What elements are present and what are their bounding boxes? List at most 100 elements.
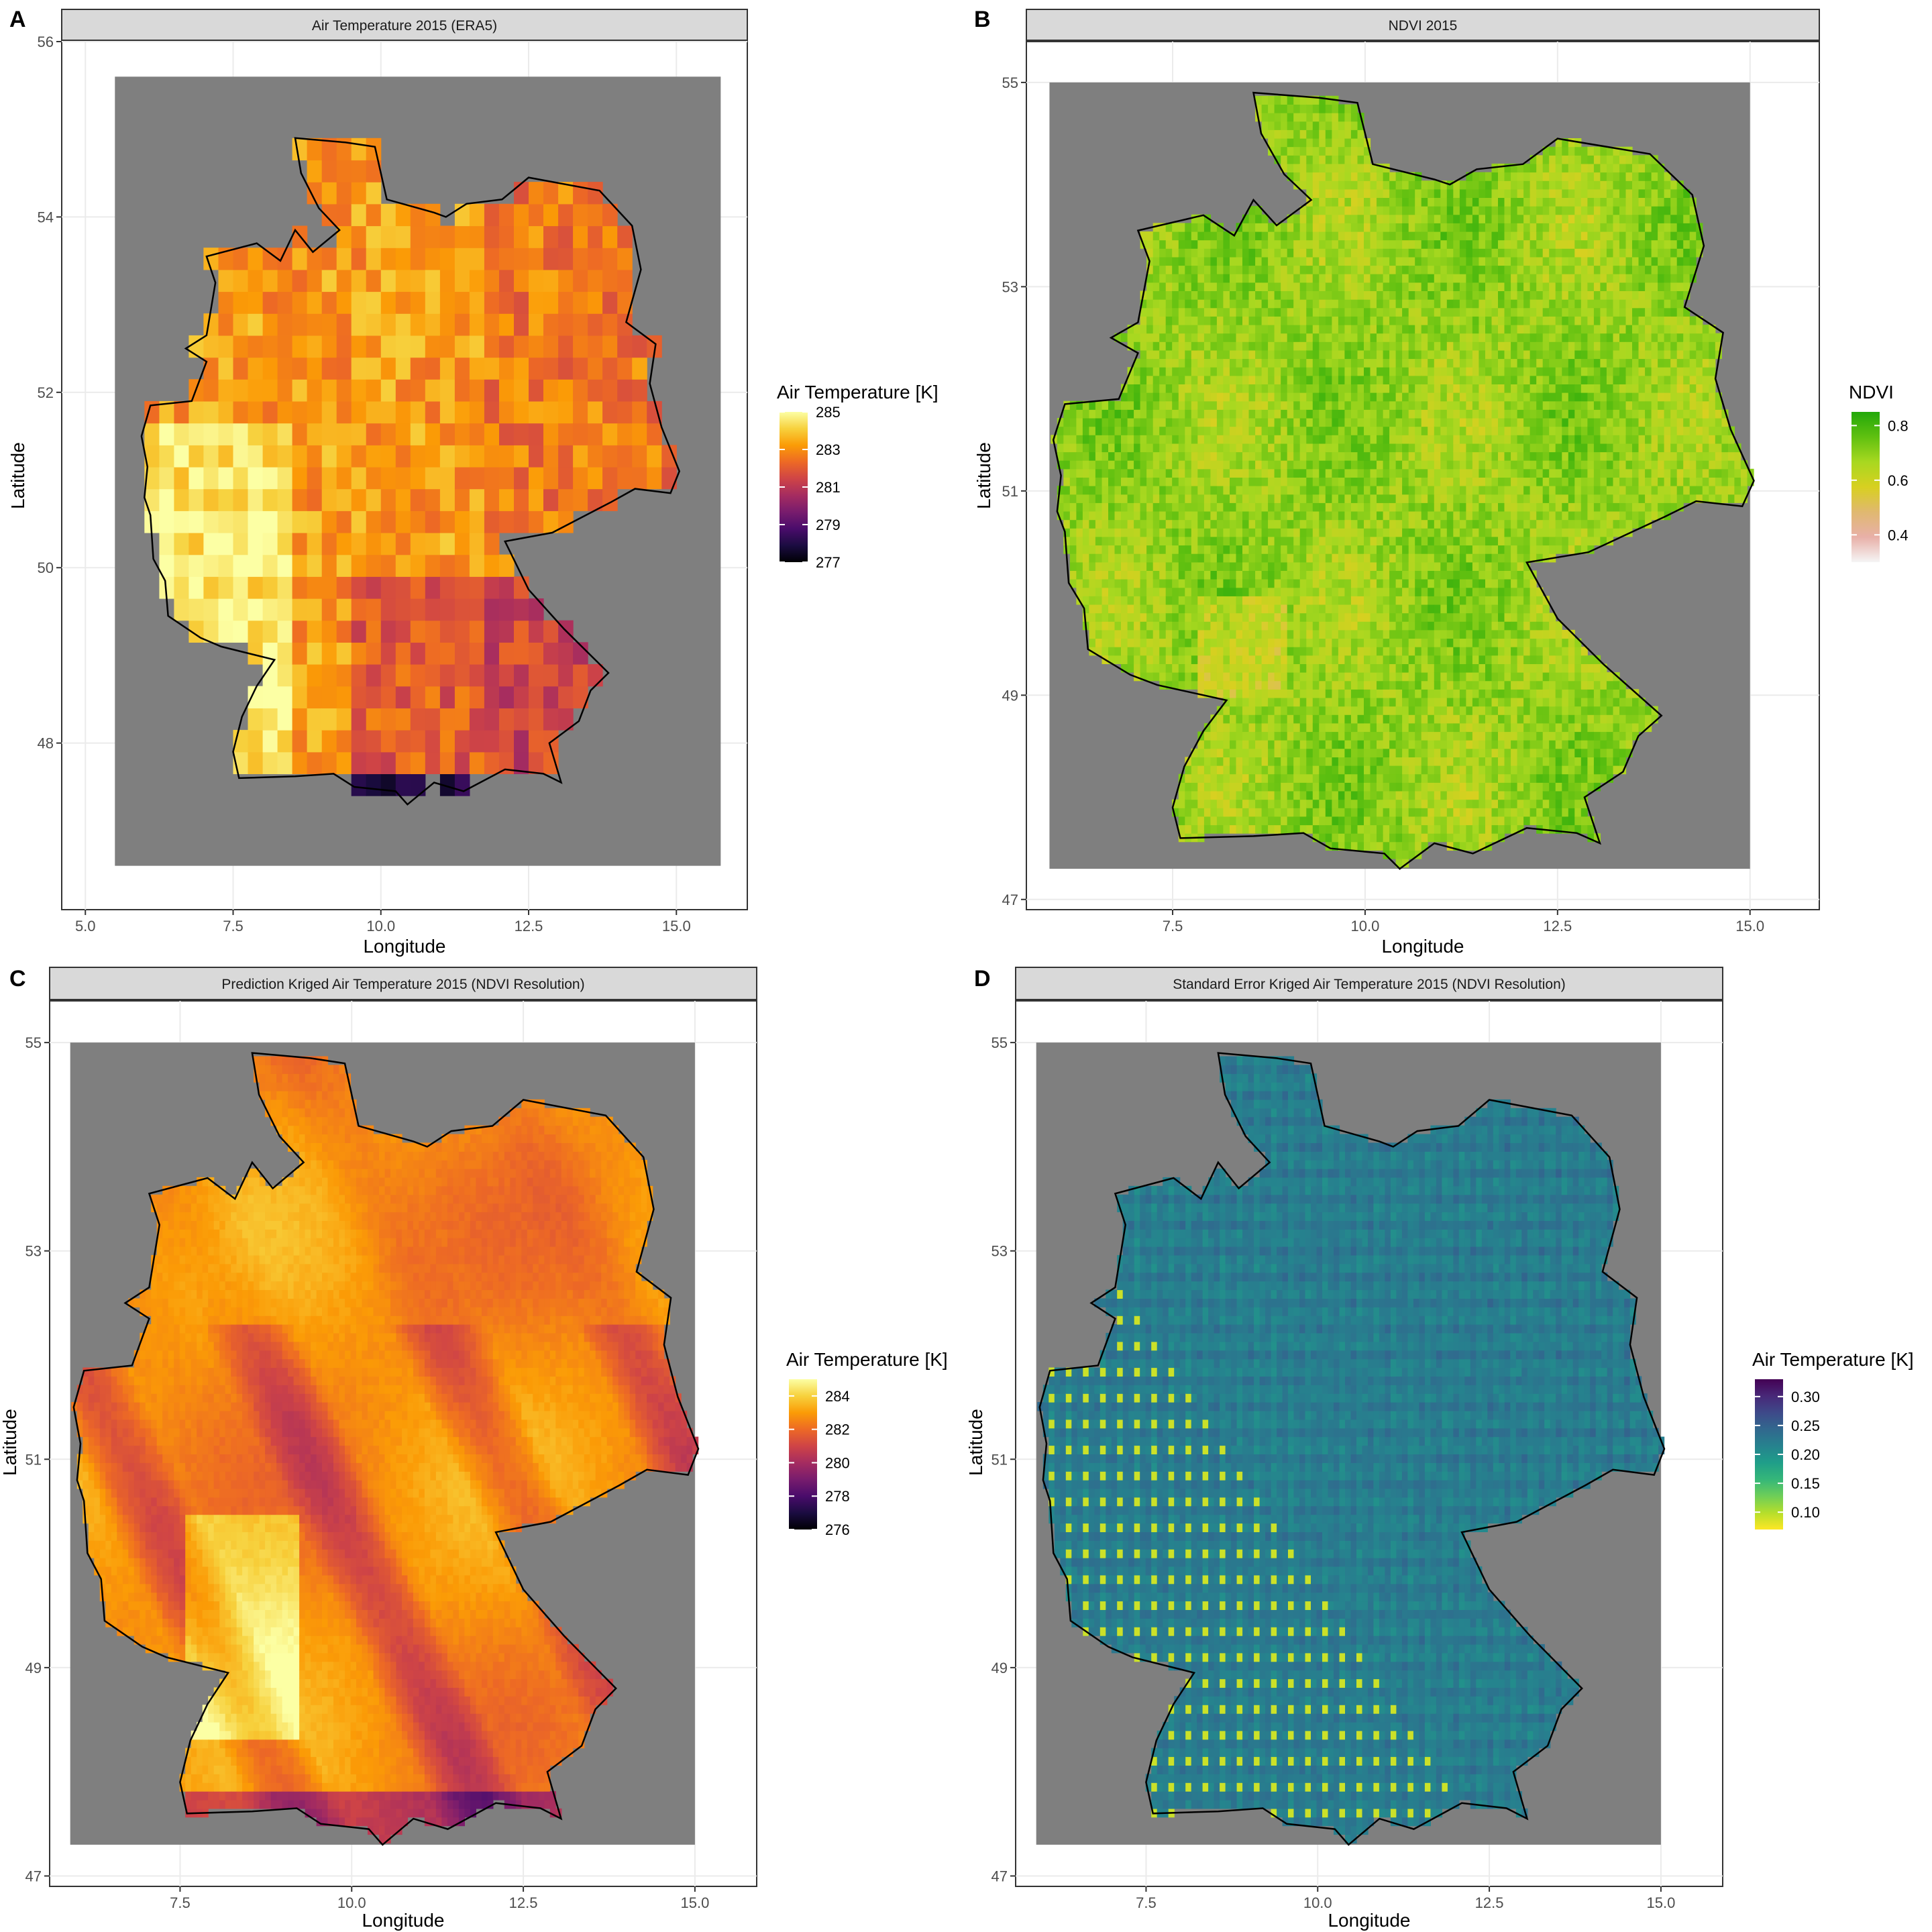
raster-cell <box>1428 757 1435 766</box>
raster-cell <box>1344 333 1352 342</box>
raster-cell <box>1299 663 1307 673</box>
raster-cell <box>1261 231 1269 241</box>
raster-cell <box>514 313 529 336</box>
raster-cell <box>1178 443 1185 453</box>
raster-cell <box>1076 451 1083 461</box>
raster-cell <box>1261 596 1269 605</box>
raster-cell <box>1069 409 1077 419</box>
raster-cell <box>1453 782 1460 792</box>
raster-cell <box>1274 333 1281 342</box>
raster-cell <box>1255 400 1263 410</box>
raster-cell <box>1370 290 1377 300</box>
raster-cell <box>514 423 529 445</box>
raster-cell <box>1281 341 1288 351</box>
raster-cell <box>1191 579 1198 588</box>
raster-cell <box>1159 307 1167 317</box>
raster-cell <box>1389 816 1397 826</box>
raster-cell <box>1325 206 1332 215</box>
raster-cell <box>1415 400 1422 410</box>
raster-cell <box>1350 468 1358 478</box>
raster-cell <box>1415 621 1422 631</box>
raster-cell <box>1357 443 1364 453</box>
raster-cell <box>1370 172 1377 181</box>
raster-cell <box>1408 486 1415 495</box>
raster-cell <box>602 335 618 358</box>
raster-cell <box>1185 451 1192 461</box>
raster-cell <box>1185 528 1192 537</box>
raster-cell <box>1293 638 1301 647</box>
raster-cell <box>1306 129 1313 139</box>
raster-cell <box>1127 486 1134 495</box>
raster-cell <box>351 598 367 621</box>
raster-cell <box>1364 680 1371 690</box>
raster-cell <box>1197 502 1205 512</box>
raster-cell <box>1268 731 1275 741</box>
raster-cell <box>1230 400 1237 410</box>
raster-cell <box>1446 545 1454 554</box>
raster-cell <box>1299 451 1307 461</box>
raster-cell <box>1434 553 1441 563</box>
raster-cell <box>1223 612 1230 622</box>
raster-cell <box>1312 189 1320 198</box>
raster-cell <box>514 598 529 621</box>
raster-cell <box>1293 299 1301 309</box>
raster-cell <box>1402 197 1409 207</box>
raster-cell <box>1152 561 1160 571</box>
raster-cell <box>1299 367 1307 376</box>
raster-cell <box>1415 519 1422 529</box>
raster-cell <box>1395 833 1403 843</box>
raster-cell <box>1185 290 1192 300</box>
raster-cell <box>1395 316 1403 325</box>
raster-cell <box>1197 638 1205 647</box>
raster-cell <box>1389 655 1397 664</box>
raster-cell <box>1377 163 1384 173</box>
raster-cell <box>1281 146 1288 156</box>
raster-cell <box>1223 494 1230 503</box>
raster-cell <box>573 248 588 270</box>
raster-cell <box>1165 528 1173 537</box>
raster-cell <box>1178 528 1185 537</box>
raster-cell <box>1274 451 1281 461</box>
raster-cell <box>1408 265 1415 274</box>
raster-cell <box>380 379 396 402</box>
raster-cell <box>1434 502 1441 512</box>
raster-cell <box>1261 782 1269 792</box>
raster-cell <box>1408 231 1415 241</box>
raster-cell <box>1306 604 1313 614</box>
raster-cell <box>1268 561 1275 571</box>
raster-cell <box>558 335 574 358</box>
raster-cell <box>351 182 367 205</box>
raster-cell <box>1165 325 1173 334</box>
raster-cell <box>1268 765 1275 775</box>
raster-cell <box>1402 570 1409 580</box>
raster-cell <box>1306 121 1313 130</box>
raster-cell <box>1236 400 1243 410</box>
raster-cell <box>1134 468 1141 478</box>
raster-cell <box>484 730 500 753</box>
raster-cell <box>1319 740 1326 749</box>
raster-cell <box>1281 325 1288 334</box>
raster-cell <box>1453 655 1460 664</box>
legend-tick-label: 281 <box>816 479 841 496</box>
raster-cell <box>248 576 264 599</box>
raster-cell <box>1210 553 1218 563</box>
raster-cell <box>1121 553 1128 563</box>
raster-cell <box>1236 663 1243 673</box>
raster-cell <box>1319 502 1326 512</box>
raster-cell <box>1332 621 1339 631</box>
raster-cell <box>1287 214 1294 223</box>
raster-cell <box>1287 587 1294 596</box>
raster-cell <box>307 357 323 380</box>
raster-cell <box>1364 400 1371 410</box>
raster-cell <box>439 379 455 402</box>
raster-cell <box>277 466 293 490</box>
raster-cell <box>1185 519 1192 529</box>
raster-cell <box>1325 545 1332 554</box>
raster-cell <box>1178 816 1185 826</box>
raster-cell <box>1191 223 1198 232</box>
raster-cell <box>1140 511 1147 521</box>
raster-cell <box>1319 545 1326 554</box>
raster-cell <box>351 225 367 248</box>
raster-cell <box>1350 155 1358 164</box>
raster-cell <box>1108 570 1116 580</box>
